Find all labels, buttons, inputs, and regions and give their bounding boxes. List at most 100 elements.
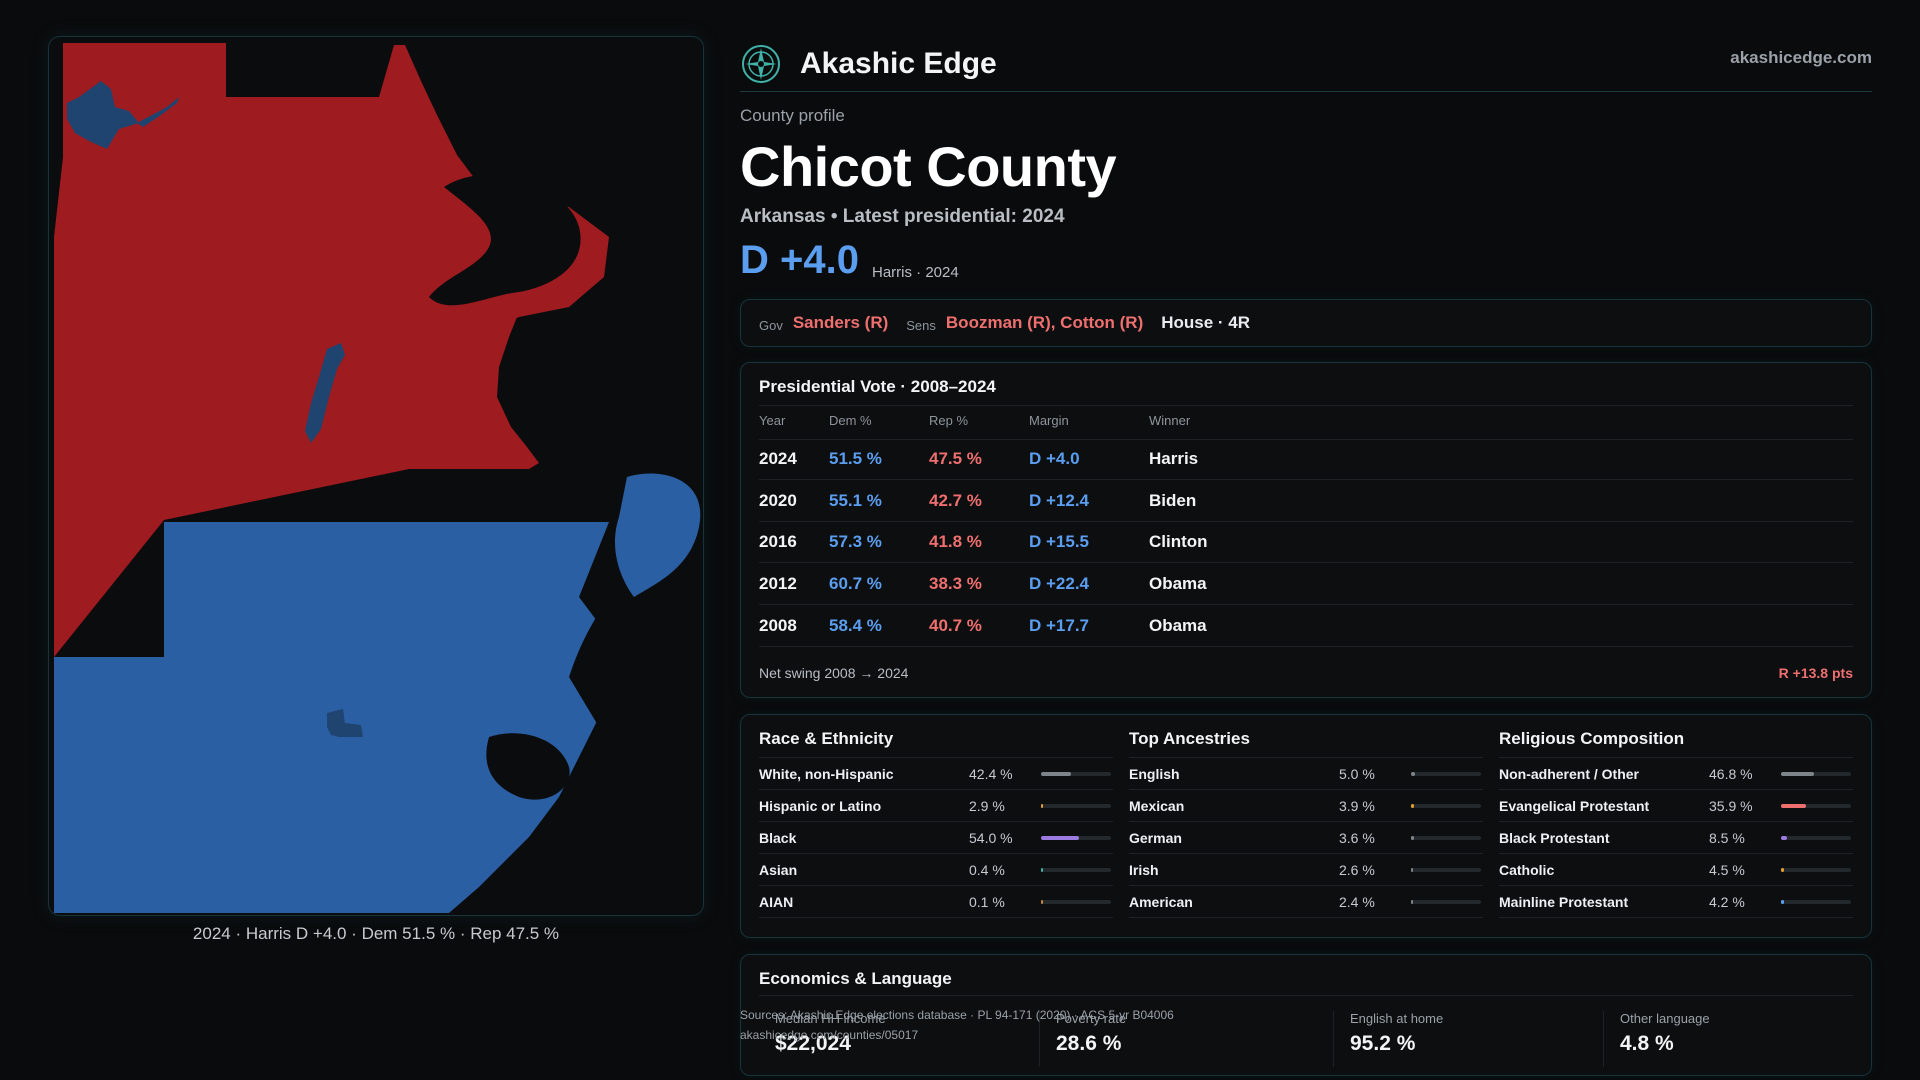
sources-text: Sources: Akashic Edge elections database… bbox=[740, 1008, 1174, 1022]
page-subtitle: Arkansas • Latest presidential: 2024 bbox=[740, 206, 1065, 227]
list-item[interactable]: Irish 2.6 % bbox=[1129, 854, 1483, 886]
compass-rose-icon[interactable] bbox=[740, 43, 782, 85]
col-header-rep: Rep % bbox=[929, 413, 969, 428]
list-item[interactable]: Asian 0.4 % bbox=[759, 854, 1113, 886]
brand-name[interactable]: Akashic Edge bbox=[800, 46, 997, 80]
share-bar bbox=[1411, 900, 1481, 904]
share-bar bbox=[1041, 836, 1111, 840]
row-winner: Obama bbox=[1149, 574, 1207, 593]
item-label: Non-adherent / Other bbox=[1499, 766, 1640, 782]
item-label: English bbox=[1129, 766, 1180, 782]
stat-poverty-rate: Poverty rate 28.6 % bbox=[1039, 1011, 1333, 1067]
share-bar bbox=[1041, 900, 1111, 904]
divider bbox=[759, 995, 1853, 996]
item-value: 2.4 % bbox=[1339, 894, 1375, 910]
list-item[interactable]: Black 54.0 % bbox=[759, 822, 1113, 854]
county-profile: Akashic Edge akashicedge.com County prof… bbox=[740, 0, 1872, 1080]
list-item[interactable]: American 2.4 % bbox=[1129, 886, 1483, 918]
row-margin: D +15.5 bbox=[1029, 532, 1090, 551]
share-bar-fill bbox=[1041, 868, 1043, 872]
share-bar-fill bbox=[1411, 900, 1413, 904]
item-label: Black bbox=[759, 830, 797, 846]
stat-label: Other language bbox=[1620, 1011, 1710, 1026]
row-margin: D +12.4 bbox=[1029, 491, 1090, 510]
share-bar bbox=[1411, 804, 1481, 808]
item-label: Black Protestant bbox=[1499, 830, 1610, 846]
item-label: White, non-Hispanic bbox=[759, 766, 894, 782]
race-ethnicity-section: Race & Ethnicity White, non-Hispanic 42.4… bbox=[759, 715, 1113, 939]
net-swing-value: R +13.8 pts bbox=[1778, 665, 1853, 681]
item-label: Mainline Protestant bbox=[1499, 894, 1629, 910]
row-winner: Harris bbox=[1149, 449, 1199, 468]
brand-url-link[interactable]: akashicedge.com bbox=[1730, 48, 1872, 67]
list-item[interactable]: Hispanic or Latino 2.9 % bbox=[759, 790, 1113, 822]
share-bar bbox=[1781, 868, 1851, 872]
row-dem: 58.4 % bbox=[829, 616, 882, 635]
page-title: Chicot County bbox=[740, 135, 1117, 198]
dem-pocket-central[interactable] bbox=[305, 343, 345, 443]
share-bar-fill bbox=[1411, 868, 1413, 872]
item-value: 46.8 % bbox=[1709, 766, 1753, 782]
row-winner: Obama bbox=[1149, 616, 1207, 635]
list-item[interactable]: Mexican 3.9 % bbox=[1129, 790, 1483, 822]
share-bar bbox=[1041, 804, 1111, 808]
religion-section: Religious Composition Non-adherent / Oth… bbox=[1499, 715, 1853, 939]
item-value: 2.6 % bbox=[1339, 862, 1375, 878]
dem-precinct-east[interactable] bbox=[614, 473, 701, 597]
table-row[interactable]: 2012 60.7 % 38.3 % D +22.4 Obama bbox=[759, 564, 1853, 605]
share-bar-fill bbox=[1781, 772, 1814, 776]
item-value: 35.9 % bbox=[1709, 798, 1753, 814]
table-row[interactable]: 2008 58.4 % 40.7 % D +17.7 Obama bbox=[759, 606, 1853, 647]
col-header-year: Year bbox=[759, 413, 786, 428]
list-item[interactable]: Evangelical Protestant 35.9 % bbox=[1499, 790, 1853, 822]
county-permalink[interactable]: akashicedge.com/counties/05017 bbox=[740, 1028, 919, 1042]
divider bbox=[1499, 757, 1853, 758]
share-bar-fill bbox=[1781, 900, 1784, 904]
row-year: 2016 bbox=[759, 532, 797, 551]
row-rep: 38.3 % bbox=[929, 574, 982, 593]
share-bar-fill bbox=[1041, 836, 1079, 840]
list-item[interactable]: White, non-Hispanic 42.4 % bbox=[759, 758, 1113, 790]
item-value: 0.4 % bbox=[969, 862, 1005, 878]
row-margin: D +17.7 bbox=[1029, 616, 1090, 635]
table-row[interactable]: 2016 57.3 % 41.8 % D +15.5 Clinton bbox=[759, 522, 1853, 563]
county-map[interactable] bbox=[48, 36, 704, 916]
sources-footer: Sources: Akashic Edge elections database… bbox=[740, 1005, 1174, 1045]
stat-label: English at home bbox=[1350, 1011, 1444, 1026]
row-margin: D +4.0 bbox=[1029, 449, 1080, 468]
list-item[interactable]: Black Protestant 8.5 % bbox=[1499, 822, 1853, 854]
row-winner: Clinton bbox=[1149, 532, 1208, 551]
item-label: German bbox=[1129, 830, 1182, 846]
item-label: Mexican bbox=[1129, 798, 1185, 814]
col-header-dem: Dem % bbox=[829, 413, 872, 428]
list-item[interactable]: Mainline Protestant 4.2 % bbox=[1499, 886, 1853, 918]
share-bar bbox=[1041, 868, 1111, 872]
row-dem: 51.5 % bbox=[829, 449, 882, 468]
list-item[interactable]: English 5.0 % bbox=[1129, 758, 1483, 790]
item-value: 8.5 % bbox=[1709, 830, 1745, 846]
list-item[interactable]: AIAN 0.1 % bbox=[759, 886, 1113, 918]
item-label: Catholic bbox=[1499, 862, 1555, 878]
item-value: 3.6 % bbox=[1339, 830, 1375, 846]
list-item[interactable]: German 3.6 % bbox=[1129, 822, 1483, 854]
row-year: 2024 bbox=[759, 449, 797, 468]
row-dem: 57.3 % bbox=[829, 532, 882, 551]
dem-pocket-south[interactable] bbox=[327, 709, 363, 737]
stat-value: 95.2 % bbox=[1350, 1032, 1416, 1055]
page-kicker: County profile bbox=[740, 106, 845, 125]
list-item[interactable]: Catholic 4.5 % bbox=[1499, 854, 1853, 886]
table-row[interactable]: 2024 51.5 % 47.5 % D +4.0 Harris bbox=[759, 439, 1853, 480]
city-lake-village[interactable] bbox=[67, 81, 139, 149]
table-row[interactable]: 2020 55.1 % 42.7 % D +12.4 Biden bbox=[759, 481, 1853, 522]
share-bar-fill bbox=[1411, 804, 1414, 808]
row-year: 2008 bbox=[759, 616, 797, 635]
list-item[interactable]: Non-adherent / Other 46.8 % bbox=[1499, 758, 1853, 790]
gov-value: Sanders (R) bbox=[792, 313, 889, 332]
presidential-vote-card: Presidential Vote · 2008–2024 Year Dem %… bbox=[740, 362, 1872, 698]
rep-precinct-region[interactable] bbox=[54, 43, 539, 657]
share-bar-fill bbox=[1411, 836, 1414, 840]
officials-card: Gov Sanders (R) Sens Boozman (R), Cotton… bbox=[740, 299, 1872, 347]
row-margin: D +22.4 bbox=[1029, 574, 1090, 593]
share-bar bbox=[1781, 772, 1851, 776]
share-bar bbox=[1411, 772, 1481, 776]
